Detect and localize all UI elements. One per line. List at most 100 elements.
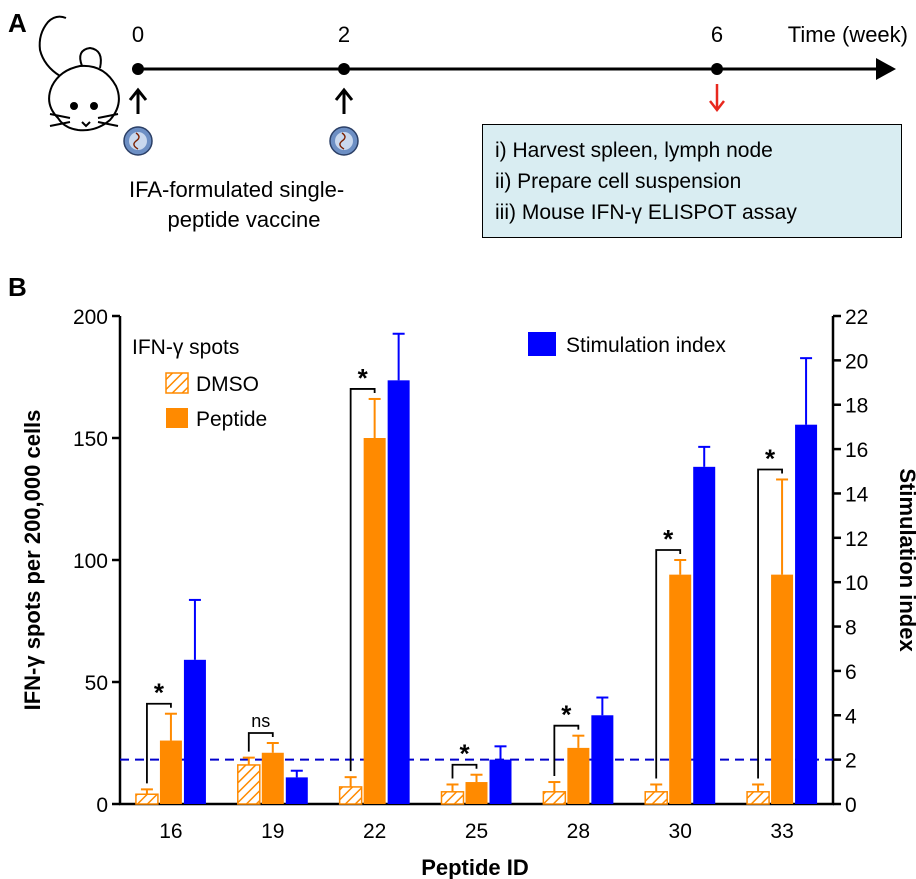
- bar-peptide-30: [669, 574, 692, 804]
- y-axis-right-title: Stimulation index: [895, 468, 916, 652]
- vaccine-droplet-icon-week0: [123, 126, 153, 156]
- significance-bracket-19: [247, 732, 274, 752]
- legend-left: IFN-γ spots DMSO Peptide: [132, 336, 267, 431]
- procedure-step-1: i) Harvest spleen, lymph node: [495, 139, 773, 162]
- procedure-step-2: ii) Prepare cell suspension: [495, 170, 742, 193]
- bar-peptide-33: [771, 574, 794, 804]
- timepoint-dot-0: [132, 63, 144, 75]
- bar-peptide-16: [159, 740, 182, 804]
- y-right-tick-label: 8: [845, 617, 857, 640]
- bar-peptide-25: [465, 782, 488, 804]
- y-left-tick-label: 0: [96, 794, 108, 817]
- bar-dmso-25: [440, 791, 465, 805]
- significance-mark-22: *: [358, 363, 369, 393]
- y-left-tick-label: 50: [85, 672, 108, 695]
- significance-mark-16: *: [154, 678, 165, 708]
- procedure-step-3: iii) Mouse IFN-γ ELISPOT assay: [495, 201, 797, 224]
- y-right-tick-label: 20: [845, 350, 868, 373]
- x-tick-label: 30: [669, 820, 692, 843]
- legend-group-title: IFN-γ spots: [132, 336, 239, 359]
- significance-mark-30: *: [663, 524, 674, 554]
- significance-bracket-30: [655, 549, 682, 779]
- legend-swatch-dmso: [165, 372, 189, 394]
- panel-b-label: B: [8, 272, 27, 302]
- bar-dmso-33: [746, 791, 770, 805]
- bar-dmso-19: [237, 764, 261, 805]
- significance-bracket-22: [349, 388, 376, 772]
- bar-stimulation-index-30: [693, 466, 716, 804]
- legend-right: Stimulation index: [528, 332, 726, 357]
- legend-label-dmso: DMSO: [196, 373, 259, 396]
- x-tick-label: 22: [363, 820, 386, 843]
- bar-stimulation-index-25: [489, 759, 512, 804]
- significance-bracket-33: [757, 468, 783, 779]
- y-right-tick-label: 14: [845, 483, 869, 506]
- bar-peptide-22: [363, 438, 386, 804]
- injection-arrow-week0: [128, 87, 148, 114]
- y-right-tick-label: 16: [845, 439, 868, 462]
- panel-a-label: A: [8, 8, 27, 38]
- timepoint-label-0: 0: [132, 22, 144, 47]
- bar-stimulation-index-22: [387, 380, 410, 804]
- y-right-tick-label: 4: [845, 705, 857, 728]
- timepoint-dot-2: [338, 63, 350, 75]
- bar-stimulation-index-28: [591, 715, 614, 804]
- y-left-tick-label: 150: [73, 428, 108, 451]
- timepoint-dot-6: [711, 63, 723, 75]
- legend-swatch-stimulation: [528, 332, 556, 356]
- bar-dmso-30: [644, 791, 668, 805]
- timepoint-label-6: 6: [711, 22, 723, 47]
- vaccine-droplet-icon-week2: [329, 126, 359, 156]
- significance-mark-19: ns: [251, 711, 270, 731]
- y-right-tick-label: 22: [845, 306, 868, 329]
- y-right-tick-label: 12: [845, 528, 868, 551]
- significance-mark-28: *: [561, 700, 572, 730]
- legend-label-stimulation: Stimulation index: [566, 334, 726, 357]
- legend-label-peptide: Peptide: [196, 408, 267, 431]
- bar-dmso-22: [338, 786, 363, 805]
- vaccine-caption-line1: IFA-formulated single-: [129, 177, 344, 202]
- x-axis-title: Peptide ID: [421, 855, 529, 879]
- y-axis-left-title: IFN-γ spots per 200,000 cells: [20, 410, 45, 711]
- significance-mark-33: *: [765, 443, 776, 473]
- bar-stimulation-index-33: [795, 424, 818, 804]
- significance-bracket-16: [146, 702, 172, 784]
- bar-dmso-16: [135, 793, 159, 805]
- bar-peptide-19: [261, 752, 284, 804]
- vaccine-caption-line2: peptide vaccine: [168, 207, 321, 232]
- mouse-icon: [38, 15, 120, 132]
- y-right-tick-label: 0: [845, 794, 857, 817]
- timeline-arrowhead: [876, 58, 896, 80]
- procedure-box: i) Harvest spleen, lymph node ii) Prepar…: [482, 124, 902, 238]
- y-left-tick-label: 100: [73, 550, 108, 573]
- timepoint-label-2: 2: [338, 22, 350, 47]
- timeline-unit-label: Time (week): [788, 22, 908, 47]
- bar-stimulation-index-19: [285, 777, 308, 804]
- y-right-tick-label: 10: [845, 572, 868, 595]
- y-right-tick-label: 18: [845, 395, 868, 418]
- bar-dmso-28: [542, 791, 567, 805]
- x-tick-label: 19: [261, 820, 284, 843]
- x-tick-label: 16: [159, 820, 182, 843]
- y-right-tick-label: 6: [845, 661, 857, 684]
- injection-arrow-week2: [334, 87, 354, 114]
- x-tick-label: 28: [567, 820, 590, 843]
- significance-mark-25: *: [459, 739, 470, 769]
- x-tick-label: 25: [465, 820, 488, 843]
- y-axis-left-ticks: 0 50 100 150 200: [73, 306, 120, 817]
- significance-bracket-28: [553, 724, 580, 777]
- harvest-arrow: [709, 84, 725, 113]
- y-left-tick-label: 200: [73, 306, 108, 329]
- legend-swatch-peptide: [166, 408, 188, 428]
- bar-stimulation-index-16: [183, 659, 206, 804]
- bar-series: [135, 380, 818, 805]
- error-bars: [140, 332, 813, 795]
- significance-brackets: * ns * * * * *: [146, 363, 783, 784]
- significance-bracket-25: [451, 763, 478, 779]
- y-axis-right-ticks: 0 2 4 6 8 10 12 14 16 18 20 22: [833, 306, 869, 817]
- x-axis-ticks: 16 19 22 25 28 30 33: [159, 820, 794, 843]
- y-right-tick-label: 2: [845, 750, 857, 773]
- x-tick-label: 33: [770, 820, 793, 843]
- bar-peptide-28: [567, 747, 590, 804]
